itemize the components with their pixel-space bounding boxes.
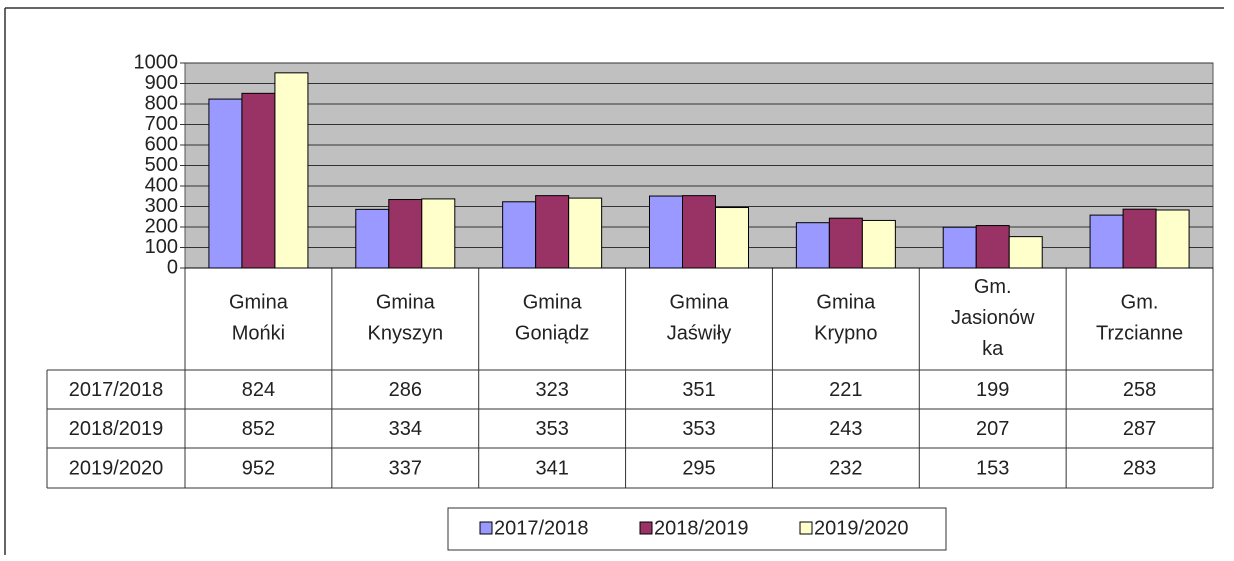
y-tick-label: 800 <box>145 92 178 114</box>
table-value: 258 <box>1123 379 1156 401</box>
table-value: 353 <box>535 418 568 440</box>
y-tick-label: 100 <box>145 236 178 258</box>
table-value: 153 <box>976 457 1009 479</box>
y-tick-label: 1000 <box>134 51 179 73</box>
bar <box>1008 236 1043 269</box>
bar <box>1155 209 1190 269</box>
legend <box>447 507 947 551</box>
category-label: Gmina Krypno <box>814 292 877 345</box>
y-tick-label: 300 <box>145 195 178 217</box>
bar <box>388 199 423 269</box>
bar <box>649 195 683 269</box>
table-value: 351 <box>682 379 715 401</box>
table-row-label: 2017/2018 <box>69 379 164 401</box>
legend-label: 2018/2019 <box>654 517 749 539</box>
bar <box>1122 208 1157 269</box>
table-value: 852 <box>242 418 275 440</box>
table-value: 323 <box>535 379 568 401</box>
bar <box>568 197 603 269</box>
table-value: 353 <box>682 418 715 440</box>
y-tick-label: 900 <box>145 72 178 94</box>
category-label: Gmina Knyszyn <box>367 292 443 345</box>
bar <box>828 217 863 269</box>
table-value: 207 <box>976 418 1009 440</box>
bar <box>975 225 1010 269</box>
table-value: 824 <box>242 379 275 401</box>
bar <box>535 195 570 269</box>
y-tick-label: 200 <box>145 215 178 237</box>
bar <box>942 226 977 269</box>
bar <box>795 222 830 269</box>
legend-swatch <box>479 521 493 535</box>
bar <box>274 72 309 269</box>
table-value: 243 <box>829 418 862 440</box>
bar <box>715 207 749 269</box>
legend-label: 2017/2018 <box>494 517 589 539</box>
bar <box>861 219 896 269</box>
y-tick-label: 0 <box>167 256 178 278</box>
table-value: 283 <box>1123 457 1156 479</box>
table-value: 337 <box>389 457 422 479</box>
y-tick-label: 600 <box>145 133 178 155</box>
table-value: 232 <box>829 457 862 479</box>
table-value: 334 <box>389 418 422 440</box>
category-label: Gm. Jasionów ka <box>951 276 1035 360</box>
bar <box>1089 214 1124 269</box>
table-value: 287 <box>1123 418 1156 440</box>
category-label: Gmina Goniądz <box>515 292 590 345</box>
table-value: 341 <box>535 457 568 479</box>
bar <box>682 195 716 269</box>
category-label: Gmina Jaświły <box>667 292 731 345</box>
bar <box>241 92 276 269</box>
table-value: 221 <box>829 379 862 401</box>
table-row-label: 2018/2019 <box>69 418 164 440</box>
table-value: 286 <box>389 379 422 401</box>
y-tick-label: 700 <box>145 113 178 135</box>
bar <box>355 208 390 269</box>
category-label: Gm. Trzcianne <box>1096 292 1183 345</box>
category-label: Gmina Mońki <box>229 292 289 345</box>
legend-swatch <box>639 521 653 535</box>
y-tick-label: 500 <box>145 154 178 176</box>
table-value: 199 <box>976 379 1009 401</box>
legend-label: 2019/2020 <box>814 517 909 539</box>
table-value: 952 <box>242 457 275 479</box>
table-row-label: 2019/2020 <box>69 457 164 479</box>
table-value: 295 <box>682 457 715 479</box>
legend-swatch <box>799 521 813 535</box>
bar <box>421 198 456 269</box>
bar <box>208 98 243 269</box>
bar <box>502 201 537 269</box>
y-tick-label: 400 <box>145 174 178 196</box>
